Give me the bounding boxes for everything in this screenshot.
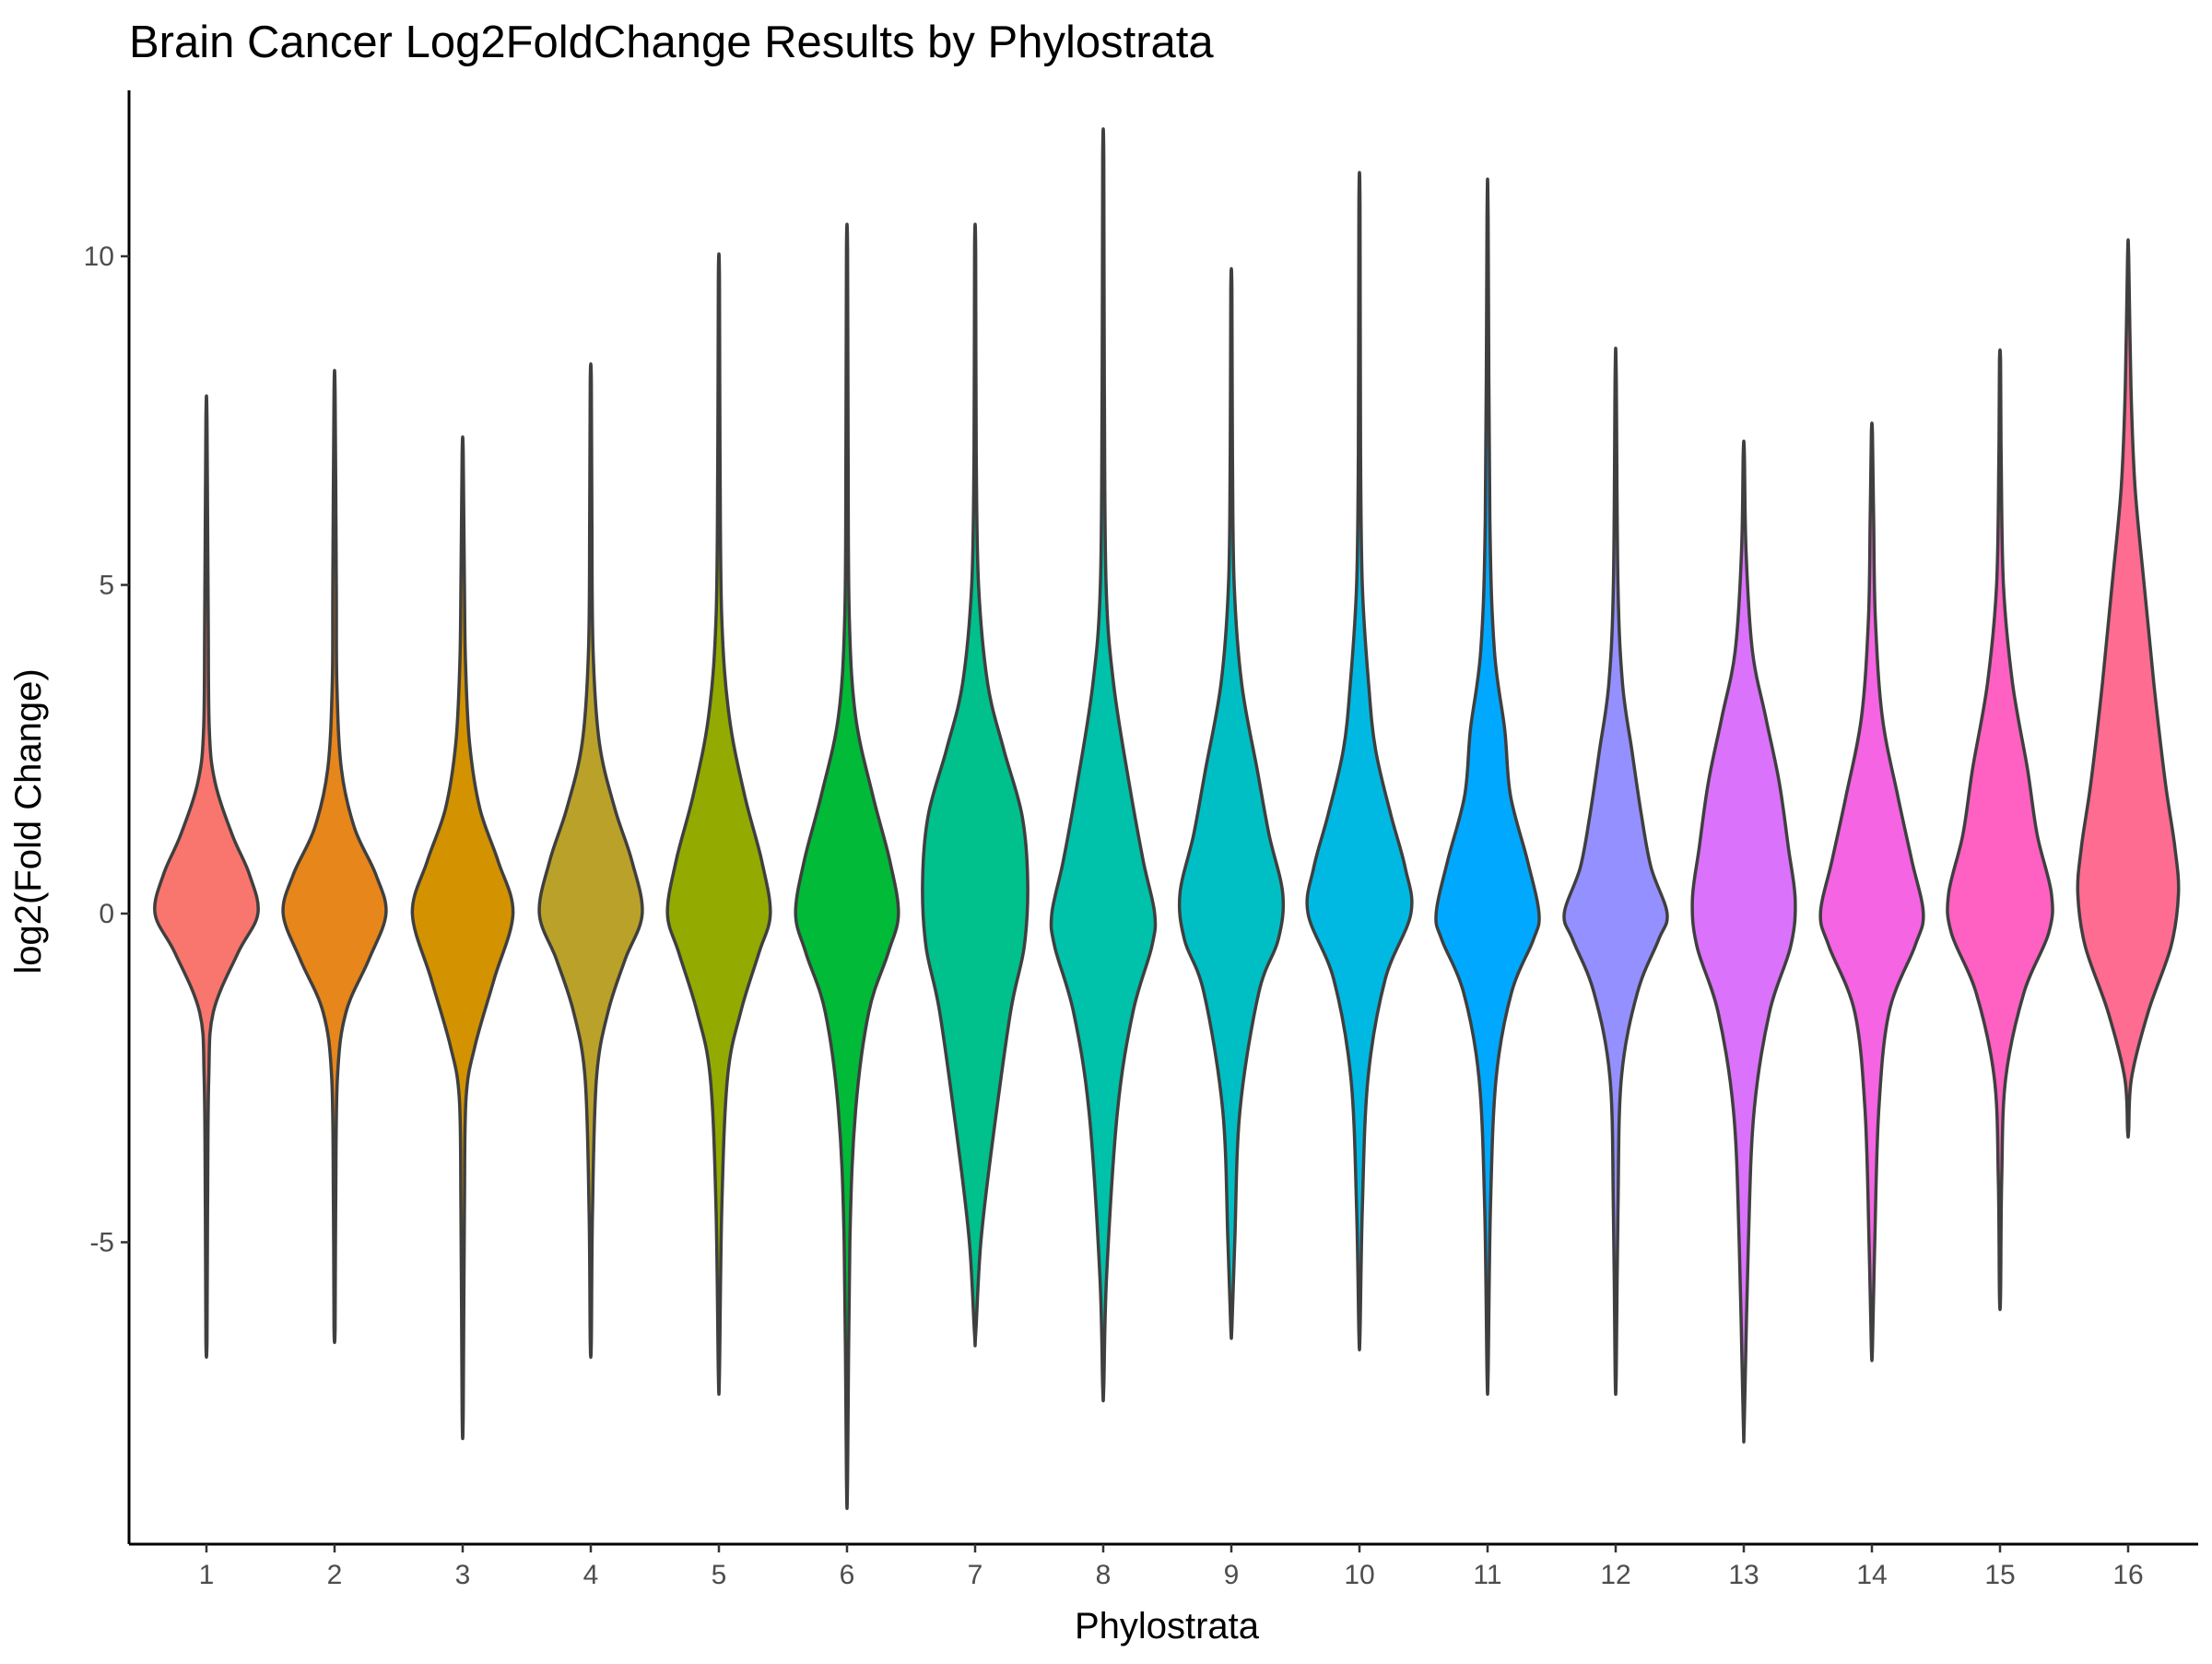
violin-12 xyxy=(1562,347,1669,1397)
x-axis-title: Phylostrata xyxy=(1075,1606,1260,1646)
x-tick-label: 3 xyxy=(455,1560,471,1590)
violin-5 xyxy=(665,252,772,1397)
x-tick-label: 6 xyxy=(840,1560,855,1590)
x-tick-label: 7 xyxy=(968,1560,983,1590)
violin-14 xyxy=(1818,421,1925,1363)
x-tick-label: 12 xyxy=(1600,1560,1630,1590)
y-tick-label: 5 xyxy=(99,571,114,601)
x-tick-label: 8 xyxy=(1096,1560,1112,1590)
x-tick-label: 13 xyxy=(1728,1560,1759,1590)
x-tick-label: 16 xyxy=(2112,1560,2143,1590)
x-tick-label: 9 xyxy=(1224,1560,1240,1590)
violins-layer xyxy=(153,127,2181,1511)
x-tick-label: 5 xyxy=(712,1560,727,1590)
violin-10 xyxy=(1305,171,1414,1351)
x-tick-label: 14 xyxy=(1856,1560,1887,1590)
x-tick-label: 4 xyxy=(583,1560,599,1590)
y-axis-title: log2(Fold Change) xyxy=(8,668,49,974)
x-tick-label: 11 xyxy=(1473,1560,1501,1590)
violin-9 xyxy=(1177,266,1286,1340)
violin-8 xyxy=(1049,127,1158,1403)
violin-2 xyxy=(281,369,388,1344)
x-tick-label: 1 xyxy=(199,1560,215,1590)
x-tick-label: 15 xyxy=(1984,1560,2015,1590)
y-tick-label: 0 xyxy=(99,899,114,929)
violin-16 xyxy=(2076,238,2181,1139)
violin-1 xyxy=(153,395,260,1360)
violin-13 xyxy=(1690,439,1797,1444)
y-tick-label: 10 xyxy=(84,242,114,272)
y-tick-label: -5 xyxy=(89,1228,114,1258)
violin-4 xyxy=(537,362,644,1360)
violin-3 xyxy=(410,435,515,1440)
chart-title: Brain Cancer Log2FoldChange Results by P… xyxy=(129,18,1214,67)
violin-15 xyxy=(1946,348,2054,1312)
violin-7 xyxy=(921,222,1030,1348)
violin-11 xyxy=(1434,177,1541,1397)
violin-6 xyxy=(794,222,900,1511)
x-tick-label: 10 xyxy=(1344,1560,1374,1590)
x-tick-label: 2 xyxy=(327,1560,343,1590)
